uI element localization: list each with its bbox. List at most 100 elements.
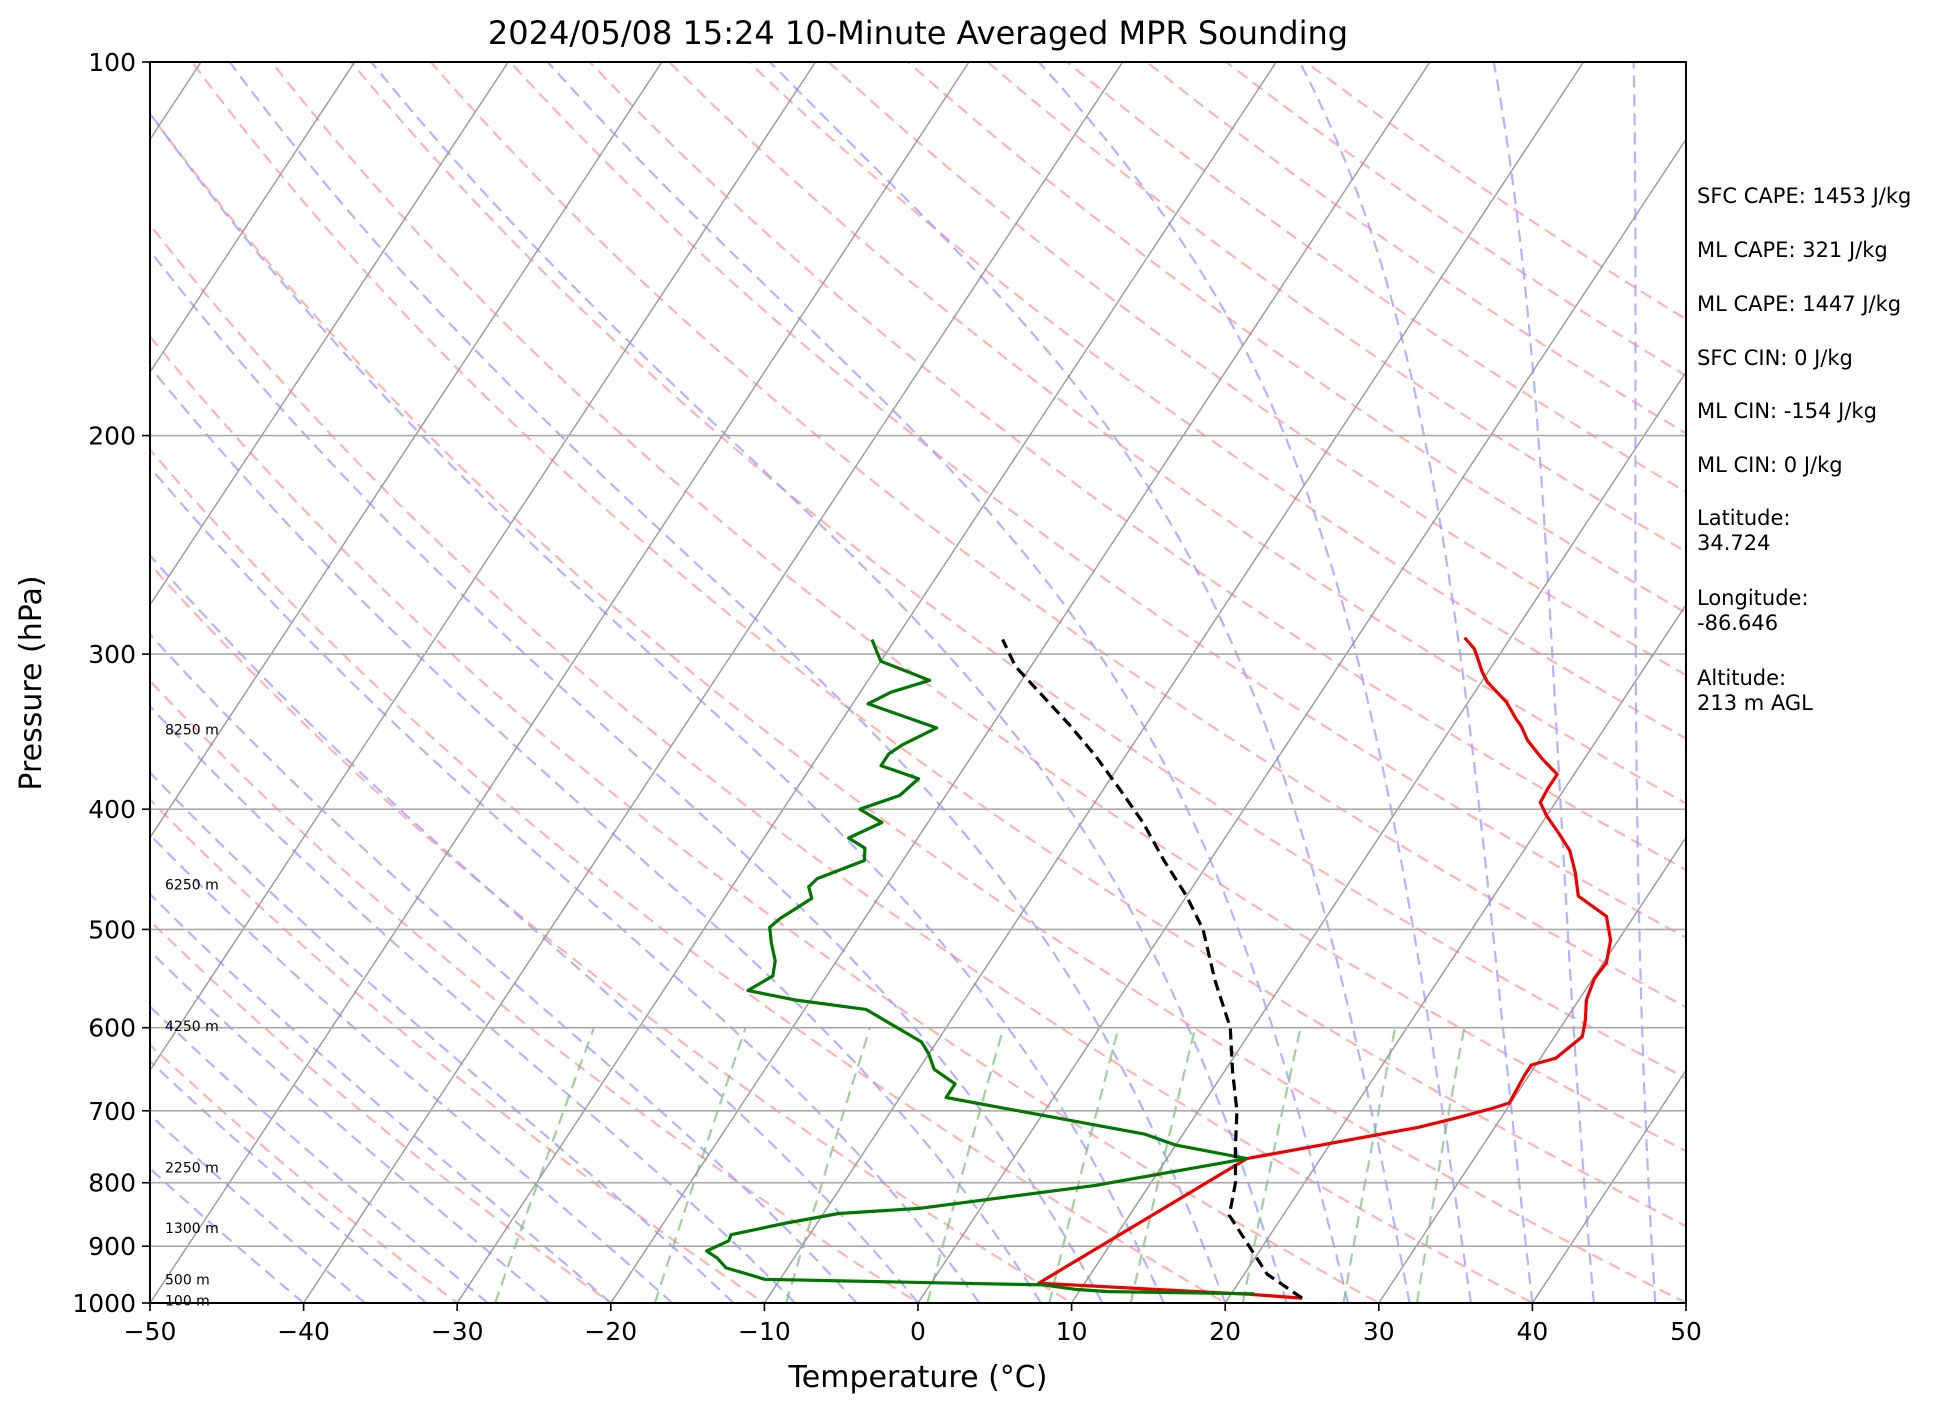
moist-adiabat [150, 1167, 305, 1303]
x-tick-label: −50 [124, 1317, 177, 1346]
isotherms [150, 62, 1686, 1303]
y-tick-label: 100 [88, 48, 136, 77]
mixing-ratio-line [785, 1027, 872, 1303]
x-axis-ticks: −50 −40 −30 −20 −10 0 10 20 30 40 50 [124, 1303, 1702, 1346]
y-axis-ticks: 1000 900 800 700 600 500 400 300 200 100 [72, 48, 150, 1318]
dry-adiabat [150, 797, 767, 1303]
isotherm [150, 62, 356, 374]
x-tick-label: 30 [1363, 1317, 1395, 1346]
y-tick-label: 300 [88, 640, 136, 669]
isotherm [150, 62, 817, 1072]
moist-adiabat [1037, 62, 1473, 1303]
info-line: Longitude: [1697, 586, 1809, 610]
temperature-profile [1037, 636, 1613, 1300]
info-line: ML CAPE: 1447 J/kg [1697, 292, 1901, 316]
info-line: ML CIN: 0 J/kg [1697, 453, 1843, 477]
moist-adiabat [150, 365, 1042, 1303]
info-line: -86.646 [1697, 611, 1778, 635]
x-tick-label: −30 [431, 1317, 484, 1346]
dry-adiabat [907, 62, 1686, 615]
moist-adiabat [150, 1059, 428, 1303]
x-tick-label: 10 [1056, 1317, 1088, 1346]
info-line: Altitude: [1697, 666, 1786, 690]
isotherm [150, 62, 509, 607]
y-tick-label: 400 [88, 795, 136, 824]
moist-adiabat [150, 248, 1104, 1303]
height-label: 2250 m [165, 1161, 219, 1177]
isotherm [1071, 370, 1686, 1303]
isotherm [150, 62, 970, 1303]
isotherm [1531, 1069, 1686, 1303]
x-tick-label: 40 [1516, 1317, 1548, 1346]
mixing-ratio-line [494, 1027, 595, 1303]
height-label: 500 m [165, 1272, 210, 1288]
mixing-ratio-line [926, 1027, 1005, 1303]
moist-adiabat [1492, 62, 1595, 1303]
moist-adiabat [150, 704, 796, 1303]
isotherm [763, 62, 1585, 1303]
isotherm [150, 62, 663, 839]
info-line: 213 m AGL [1697, 691, 1813, 715]
sounding-series [705, 636, 1613, 1300]
isotherm [303, 62, 1124, 1303]
moist-adiabat [150, 465, 981, 1303]
y-axis-label: Pressure (hPa) [14, 575, 49, 790]
mixing-ratio-line [1342, 1027, 1397, 1303]
moist-adiabat [1298, 62, 1534, 1303]
y-tick-label: 800 [88, 1169, 136, 1198]
mixing-ratio-line [1048, 1027, 1120, 1303]
x-tick-label: 50 [1670, 1317, 1702, 1346]
info-line: SFC CIN: 0 J/kg [1697, 346, 1853, 370]
mixing-ratio-line [1415, 1027, 1466, 1303]
moist-adiabat [1632, 62, 1657, 1303]
height-label: 6250 m [165, 877, 219, 893]
parcel-path [1001, 638, 1304, 1300]
isotherm [610, 62, 1431, 1303]
mixing-ratio-lines [494, 1027, 1466, 1303]
y-tick-label: 700 [88, 1097, 136, 1126]
dry-adiabat [150, 562, 1074, 1303]
isobar-grid [150, 62, 1686, 1303]
dry-adiabat [150, 112, 1686, 1303]
moist-adiabats [150, 62, 1657, 1303]
chart-title: 2024/05/08 15:24 10-Minute Averaged MPR … [488, 14, 1348, 52]
dry-adiabat [191, 62, 1686, 1228]
height-label: 1300 m [165, 1221, 219, 1237]
moist-adiabat [769, 62, 1411, 1303]
dry-adiabat [270, 62, 1686, 1153]
mixing-ratio-line [1241, 1027, 1302, 1303]
x-tick-label: −10 [738, 1317, 791, 1346]
dry-adiabat [589, 62, 1686, 872]
dry-adiabat [1146, 62, 1686, 435]
dry-adiabat [150, 447, 1228, 1303]
dewpoint-profile [705, 638, 1255, 1296]
x-tick-label: 20 [1209, 1317, 1241, 1346]
dry-adiabat [827, 62, 1686, 677]
info-line: 34.724 [1697, 531, 1770, 555]
y-tick-label: 600 [88, 1014, 136, 1043]
y-tick-label: 200 [88, 422, 136, 451]
moist-adiabat [150, 1005, 489, 1303]
info-line: Latitude: [1697, 506, 1791, 530]
moist-adiabat [546, 62, 1350, 1303]
isotherm [456, 62, 1277, 1303]
x-tick-label: 0 [910, 1317, 926, 1346]
isotherm [1224, 603, 1686, 1303]
moist-adiabat [370, 62, 1288, 1303]
y-tick-label: 1000 [72, 1289, 136, 1318]
moist-adiabat [150, 949, 551, 1303]
mixing-ratio-line [653, 1027, 747, 1303]
moist-adiabat [150, 1113, 366, 1303]
y-tick-label: 900 [88, 1232, 136, 1261]
moist-adiabat [150, 892, 612, 1303]
x-tick-label: −40 [277, 1317, 330, 1346]
x-tick-label: −20 [584, 1317, 637, 1346]
height-label: 100 m [165, 1293, 210, 1309]
moist-adiabat [150, 632, 858, 1303]
sounding-info-panel: SFC CAPE: 1453 J/kg ML CAPE: 321 J/kg ML C… [1697, 184, 1911, 715]
dry-adiabat [150, 222, 1535, 1303]
height-labels: 8250 m 6250 m 4250 m 2250 m 1300 m 500 m 100 m [165, 722, 219, 1309]
isotherm [917, 138, 1686, 1303]
isotherm [1378, 836, 1686, 1303]
